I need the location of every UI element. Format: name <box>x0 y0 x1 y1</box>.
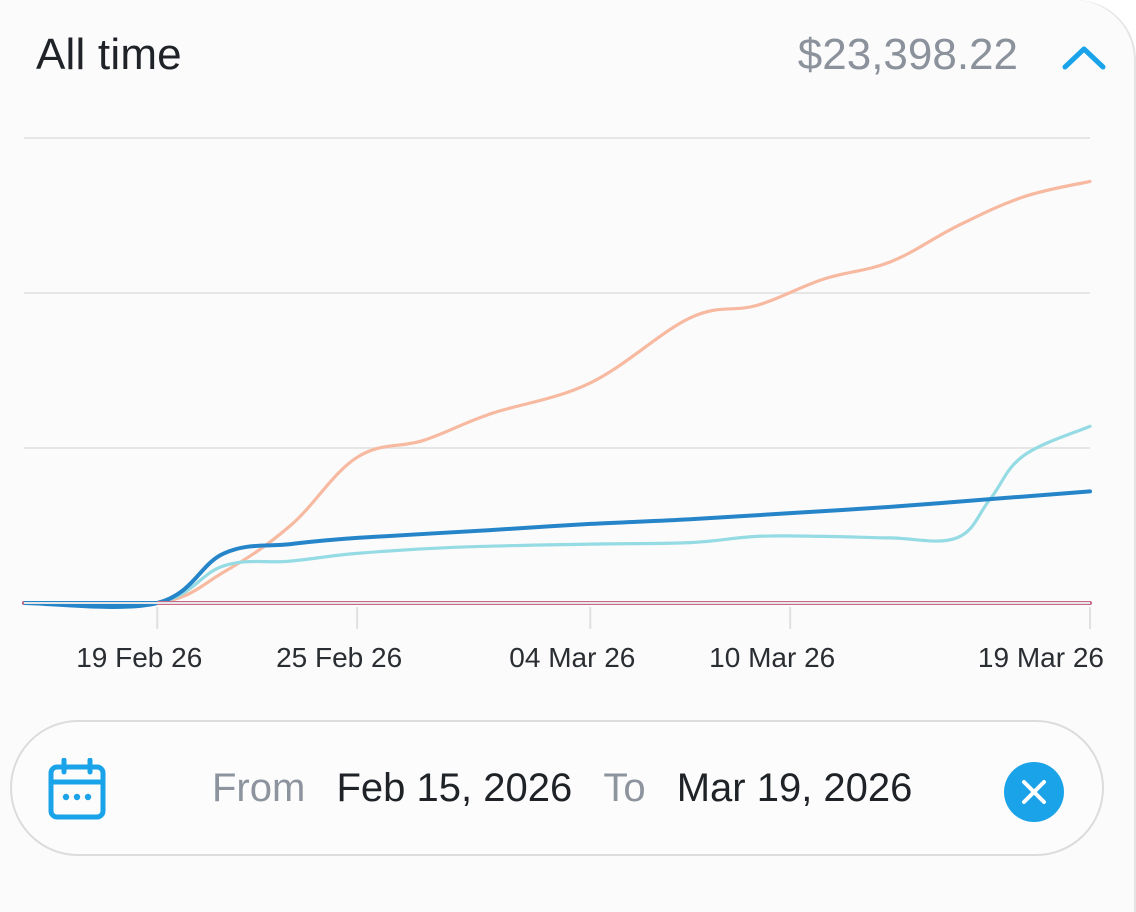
chevron-up-icon <box>1062 46 1106 70</box>
calendar-icon[interactable] <box>48 757 106 820</box>
x-tick-label: 04 Mar 26 <box>509 642 635 673</box>
close-icon <box>1022 780 1046 804</box>
date-range-bar: From Feb 15, 2026 To Mar 19, 2026 <box>10 720 1104 856</box>
from-date: Feb 15, 2026 <box>336 766 573 810</box>
x-tick-label: 25 Feb 26 <box>276 642 402 673</box>
series-line-3 <box>22 489 1092 609</box>
x-tick-label: 19 Feb 26 <box>76 642 202 673</box>
collapse-button[interactable] <box>1054 34 1114 80</box>
x-tick-label: 10 Mar 26 <box>709 642 835 673</box>
total-amount: $23,398.22 <box>797 30 1018 79</box>
period-title: All time <box>36 30 182 79</box>
series-line-2 <box>22 424 1092 608</box>
series-line-1 <box>22 179 1092 608</box>
date-range-text[interactable]: From Feb 15, 2026 To Mar 19, 2026 <box>212 766 912 811</box>
x-tick-label: 19 Mar 26 <box>978 642 1104 673</box>
to-label: To <box>603 766 646 810</box>
clear-range-button[interactable] <box>1004 762 1064 822</box>
from-label: From <box>212 766 306 810</box>
to-date: Mar 19, 2026 <box>676 766 913 810</box>
line-chart: 19 Feb 26 25 Feb 26 04 Mar 26 10 Mar 26 19 M… <box>22 137 1104 673</box>
